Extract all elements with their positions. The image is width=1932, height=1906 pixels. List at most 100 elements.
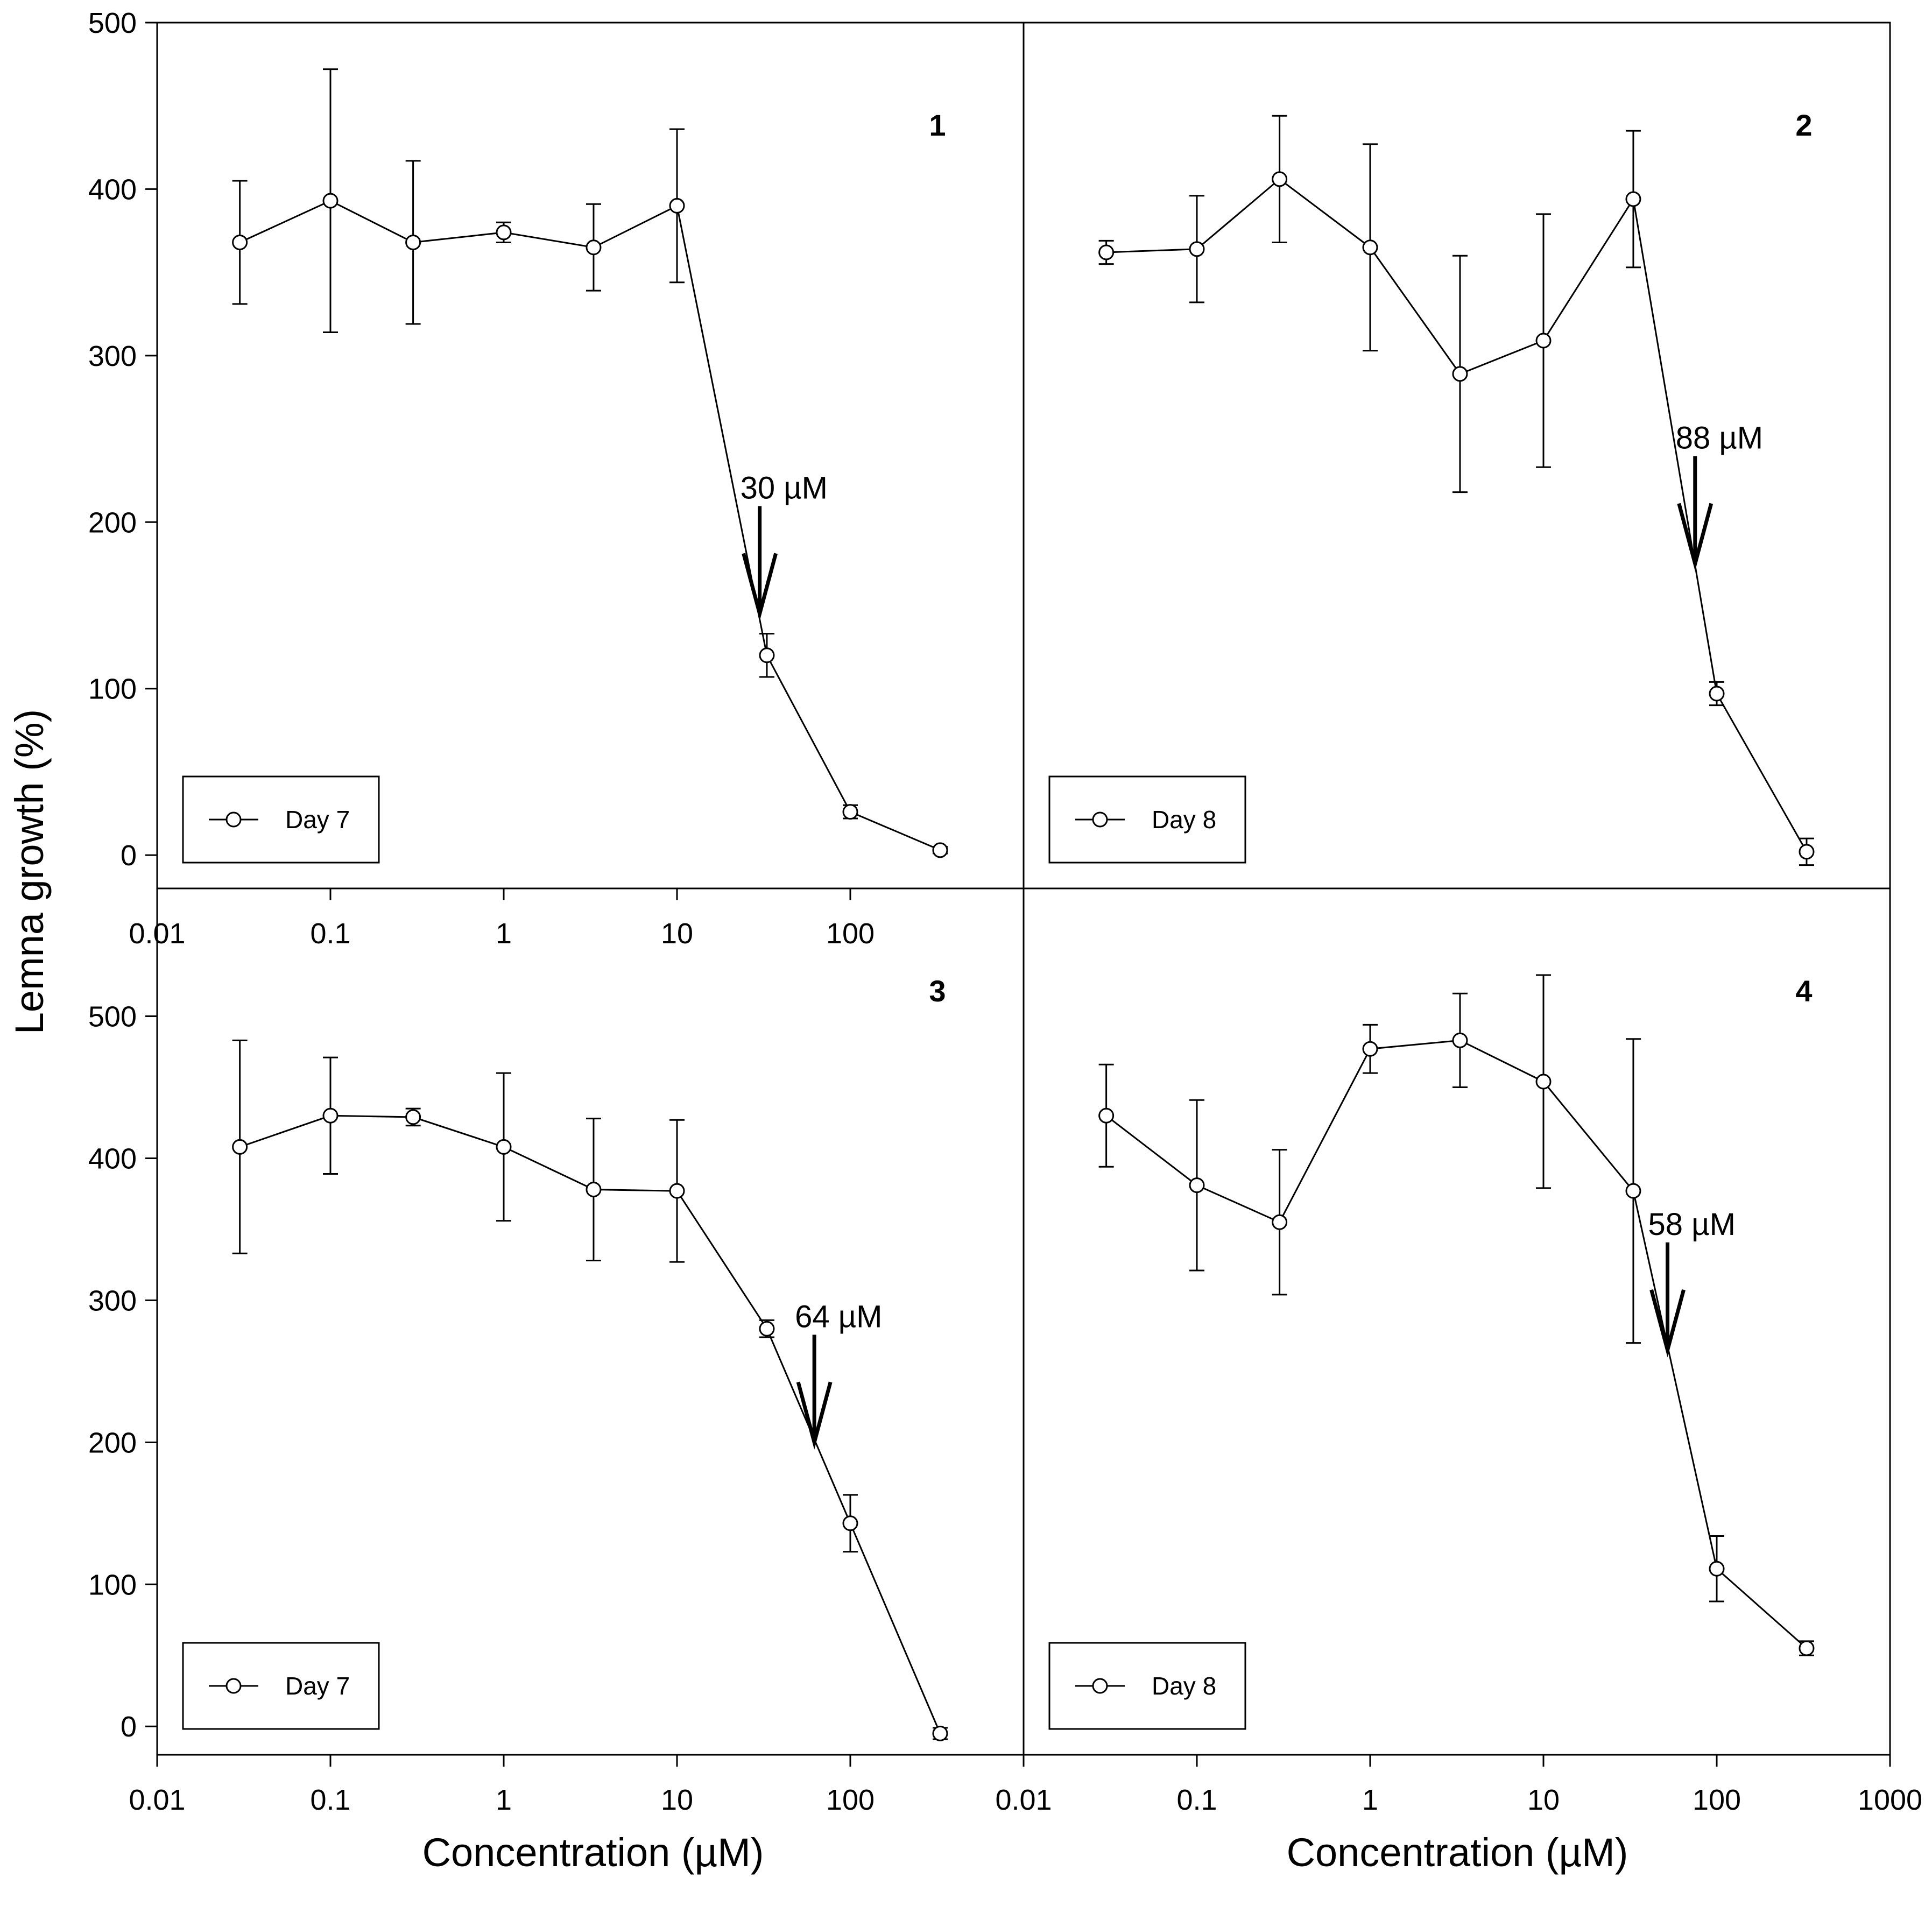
series-line <box>1106 178 1808 852</box>
data-point <box>669 1183 685 1199</box>
y-tick-label: 300 <box>88 340 137 372</box>
legend-marker <box>225 1678 242 1694</box>
x-tick-label: 0.1 <box>1176 1784 1217 1816</box>
legend-label: Day 7 <box>285 806 350 834</box>
data-point <box>586 1182 602 1198</box>
data-point <box>1452 366 1468 382</box>
legend: Day 7 <box>182 1642 380 1730</box>
x-axis-label-right: Concentration (µM) <box>1287 1830 1628 1875</box>
panel-number: 1 <box>929 108 946 142</box>
panel-frame <box>156 22 1025 890</box>
data-point <box>1362 239 1378 256</box>
data-point <box>1799 844 1815 860</box>
data-point <box>932 1725 948 1741</box>
panel-4: 0.01 0.1 1 10 100 1000 4 58 µM Day 8 <box>995 887 1922 1816</box>
annotation-label: 88 µM <box>1676 421 1763 456</box>
legend-marker <box>225 811 242 828</box>
data-point <box>759 1321 775 1337</box>
data-point <box>232 234 248 250</box>
legend-marker <box>1092 811 1108 828</box>
x-tick-label: 10 <box>661 1784 693 1816</box>
data-point <box>496 1139 512 1155</box>
x-tick-label: 10 <box>661 917 693 950</box>
x-tick-label: 0.1 <box>310 1784 350 1816</box>
annotation-arrow-head <box>742 553 778 621</box>
data-point <box>1189 241 1205 257</box>
annotation-label: 64 µM <box>795 1299 882 1334</box>
x-tick-label: 1 <box>1362 1784 1378 1816</box>
panel-number: 3 <box>929 974 946 1008</box>
legend: Day 8 <box>1048 1642 1246 1730</box>
data-point <box>1535 333 1552 349</box>
legend-label: Day 8 <box>1152 1672 1216 1700</box>
data-point <box>1098 1107 1115 1124</box>
y-tick-label: 500 <box>88 7 137 39</box>
data-point <box>232 1139 248 1155</box>
data-point <box>842 804 858 820</box>
data-point <box>1272 171 1288 187</box>
panel-number: 2 <box>1795 108 1812 142</box>
series-line <box>239 1114 941 1734</box>
data-point <box>586 239 602 256</box>
data-point <box>1625 1183 1641 1199</box>
data-point <box>1189 1177 1205 1194</box>
x-tick-label: 100 <box>826 917 875 950</box>
x-tick-label: 1000 <box>1858 1784 1922 1816</box>
y-tick-label: 500 <box>88 1001 137 1033</box>
legend: Day 8 <box>1048 775 1246 864</box>
data-point <box>842 1515 858 1531</box>
x-tick-label: 0.01 <box>995 1784 1052 1816</box>
data-point <box>759 647 775 663</box>
x-tick-label: 100 <box>826 1784 875 1816</box>
data-point <box>1535 1074 1552 1090</box>
x-tick-label: 0.01 <box>129 1784 185 1816</box>
series-line <box>1105 1039 1807 1649</box>
annotation-arrow-head <box>1677 503 1714 571</box>
y-tick-label: 300 <box>88 1284 137 1317</box>
y-tick-label: 100 <box>88 1569 137 1601</box>
y-tick-label: 200 <box>88 1427 137 1459</box>
data-point <box>405 234 421 250</box>
data-point <box>496 224 512 241</box>
legend-box <box>1048 1642 1246 1730</box>
y-tick-label: 200 <box>88 506 137 539</box>
panel-frame <box>1023 887 1891 1756</box>
data-point <box>322 1107 339 1124</box>
series-line <box>239 200 941 851</box>
y-tick-label: 100 <box>88 673 137 705</box>
annotation-arrow-head <box>796 1381 833 1450</box>
legend: Day 7 <box>182 775 380 864</box>
y-tick-label: 400 <box>88 1142 137 1175</box>
x-tick-label: 1 <box>496 1784 512 1816</box>
annotation-arrow-head <box>1649 1289 1686 1358</box>
y-axis-label: Lemna growth (%) <box>7 709 52 1035</box>
data-point <box>1625 191 1641 207</box>
y-tick-label: 400 <box>88 173 137 206</box>
annotation-label: 30 µM <box>741 470 828 505</box>
y-tick-label: 0 <box>121 839 137 872</box>
data-point <box>1709 1561 1725 1577</box>
panel-3: 0 100 200 300 400 500 0.01 0.1 1 10 100 3 64 µM Day 7 <box>88 887 1025 1816</box>
y-tick-label: 0 <box>121 1711 137 1743</box>
legend-marker <box>1092 1678 1108 1694</box>
data-point <box>1452 1032 1468 1048</box>
data-point <box>1799 1640 1815 1656</box>
x-tick-label: 10 <box>1527 1784 1560 1816</box>
data-point <box>405 1109 421 1125</box>
x-tick-label: 100 <box>1693 1784 1741 1816</box>
data-point <box>1272 1214 1288 1230</box>
data-point <box>322 193 339 209</box>
data-point <box>1362 1041 1378 1057</box>
legend-label: Day 8 <box>1152 806 1216 834</box>
panel-2: 2 88 µM Day 8 <box>1023 22 1891 890</box>
x-tick-label: 1 <box>496 917 512 950</box>
annotation-label: 58 µM <box>1648 1207 1736 1242</box>
data-point <box>1709 686 1725 702</box>
x-tick-label: 0.1 <box>310 917 350 950</box>
x-axis-label-left: Concentration (µM) <box>422 1830 764 1875</box>
data-point <box>669 197 685 214</box>
legend-label: Day 7 <box>285 1672 350 1700</box>
